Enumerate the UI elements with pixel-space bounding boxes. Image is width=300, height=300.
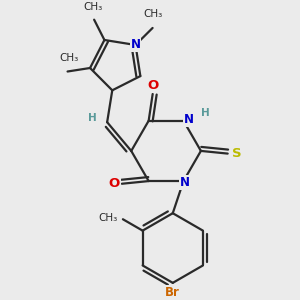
Text: N: N xyxy=(180,176,190,189)
Text: H: H xyxy=(200,108,209,118)
Text: N: N xyxy=(130,38,140,52)
Text: CH₃: CH₃ xyxy=(98,213,118,223)
Text: Br: Br xyxy=(165,286,180,299)
Text: CH₃: CH₃ xyxy=(83,2,102,12)
Text: CH₃: CH₃ xyxy=(143,9,162,19)
Text: N: N xyxy=(184,113,194,126)
Text: H: H xyxy=(88,113,97,123)
Text: O: O xyxy=(147,80,158,92)
Text: O: O xyxy=(108,177,119,190)
Text: CH₃: CH₃ xyxy=(59,53,79,64)
Text: S: S xyxy=(232,147,242,160)
